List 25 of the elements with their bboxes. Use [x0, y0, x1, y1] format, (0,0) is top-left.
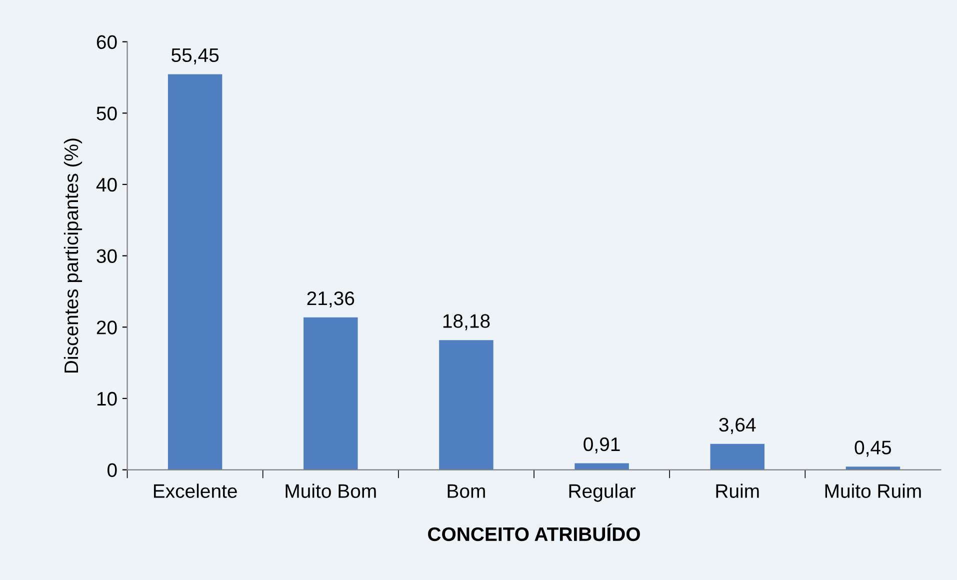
- x-tick-label: Muito Bom: [286, 484, 376, 498]
- y-tick-label: 30: [96, 249, 117, 264]
- bar: [168, 74, 222, 470]
- x-tick-label: Excelente: [154, 484, 237, 498]
- x-axis-title: CONCEITO ATRIBUÍDO: [428, 524, 640, 542]
- data-label: 18,18: [443, 314, 490, 330]
- bar: [304, 317, 358, 470]
- y-axis-title: Discentes participantes (%): [64, 138, 82, 373]
- x-tick-label: Muito Ruim: [825, 484, 921, 498]
- bar: [710, 444, 764, 470]
- y-tick-label: 40: [96, 178, 117, 192]
- data-label: 3,64: [719, 418, 756, 434]
- y-tick-label: 60: [96, 35, 117, 49]
- x-tick-label: Regular: [569, 484, 636, 502]
- x-tick-label: Bom: [448, 484, 485, 498]
- y-tick-label: 0: [108, 463, 117, 478]
- y-tick-label: 20: [96, 320, 117, 334]
- y-tick-label: 10: [97, 392, 117, 406]
- data-label: 21,36: [307, 291, 354, 308]
- data-label: 55,45: [172, 48, 219, 64]
- data-label: 0,91: [584, 437, 620, 454]
- y-tick-label: 50: [96, 106, 117, 120]
- x-tick-label: Ruim: [716, 484, 759, 498]
- data-label: 0,45: [854, 440, 892, 457]
- bar: [439, 340, 494, 470]
